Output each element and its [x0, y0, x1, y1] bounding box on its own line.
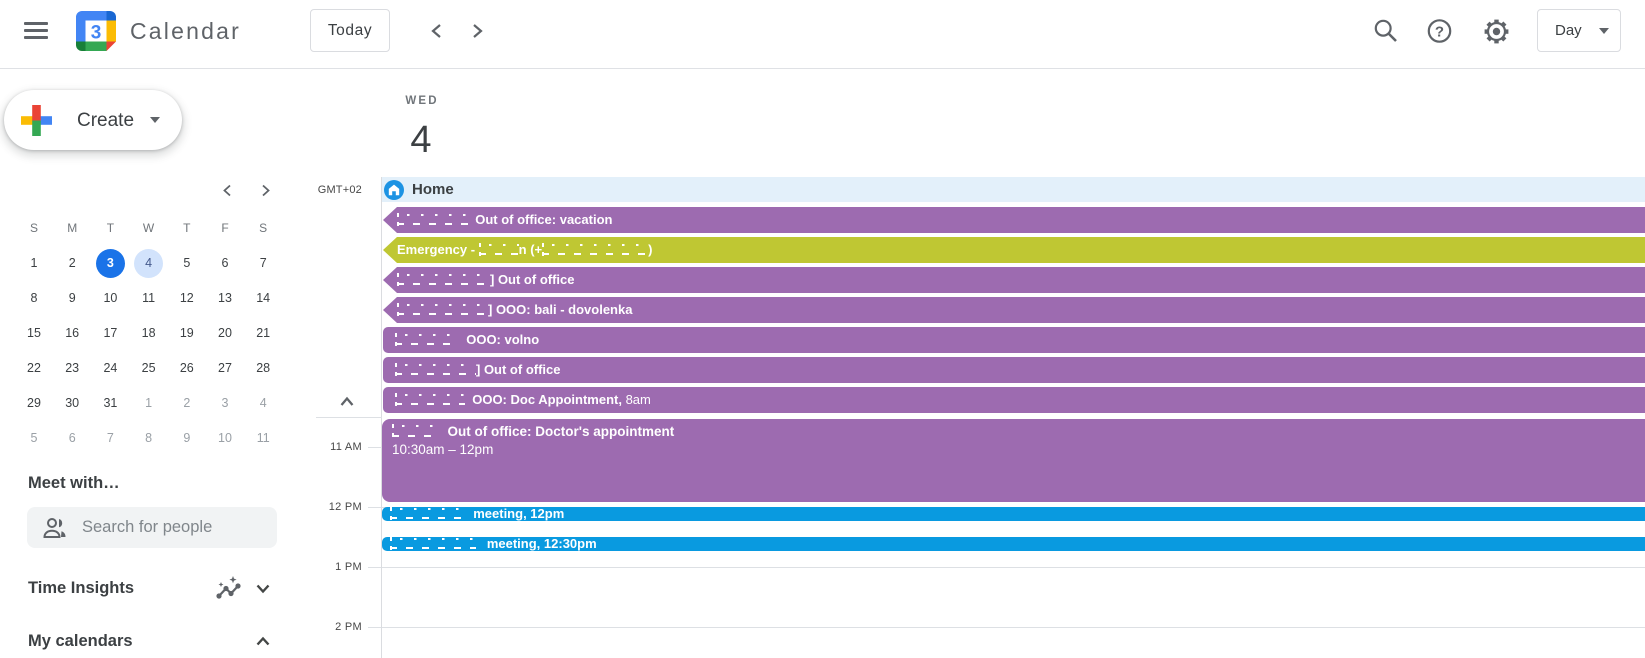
- svg-text:3: 3: [91, 23, 102, 44]
- svg-text:?: ?: [1435, 24, 1444, 41]
